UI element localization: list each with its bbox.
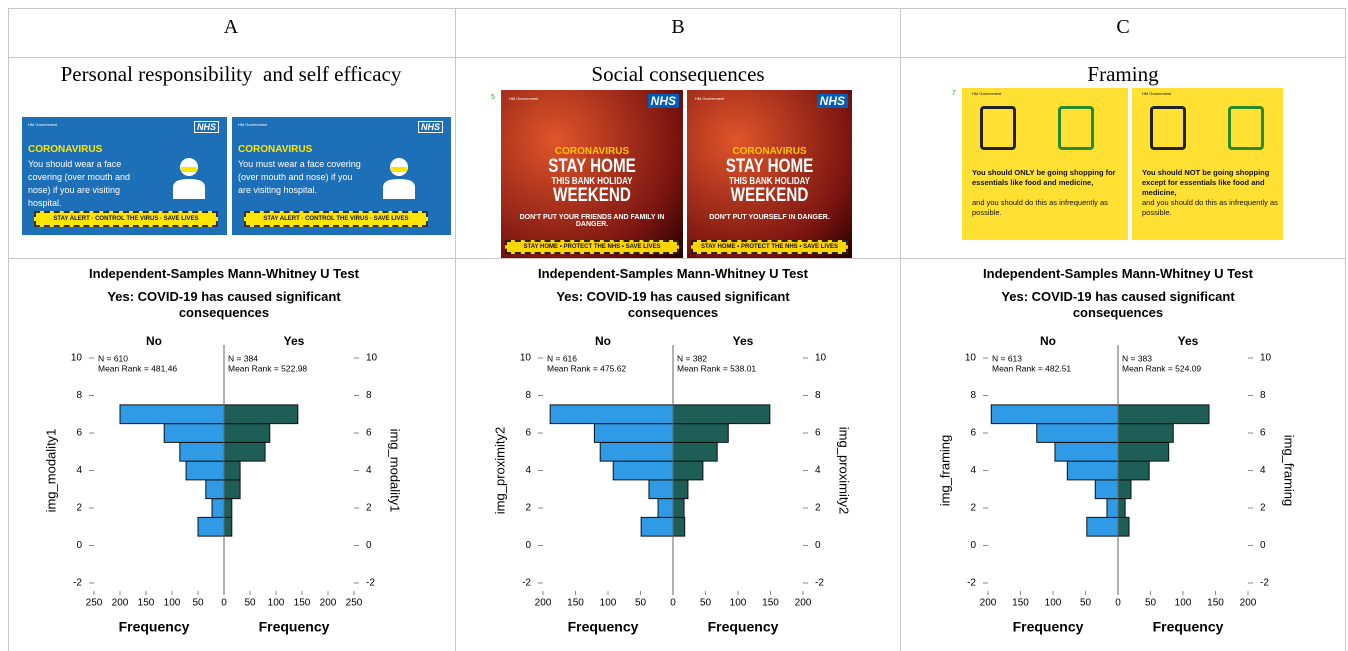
poster-bold: You should NOT be going shopping except … [1142,168,1283,198]
poster-footer: STAY ALERT · CONTROL THE VIRUS · SAVE LI… [244,211,428,227]
poster-bold: You should ONLY be going shopping for es… [972,168,1122,188]
panel-letter: C [900,16,1346,39]
poster-org: HM Government [972,91,1001,96]
poster-title: CORONAVIRUS [238,144,312,155]
panel: C Framing 7 HM Government You should ONLY be… [900,8,1346,651]
poster-text: and you should do this as infrequently a… [1142,198,1283,218]
poster-text: You must wear a face covering (over mout… [238,158,363,197]
panel-number: 7 [952,90,956,97]
poster-org: HM Government [509,96,538,101]
poster-title: CORONAVIRUS [28,144,102,155]
panel-heading: Framing [900,62,1346,87]
panel-letter: A [8,16,454,39]
poster-text: DON'T PUT YOURSELF IN DANGER. [695,214,844,221]
panel-heading: Social consequences [455,62,901,87]
icon [1058,106,1094,150]
icon [167,155,211,199]
poster-text: and you should do this as infrequently a… [972,198,1122,218]
poster-logo: NHS [817,94,848,108]
poster-org: HM Government [695,96,724,101]
poster-org: HM Government [1142,91,1171,96]
poster-footer: STAY HOME • PROTECT THE NHS • SAVE LIVES [691,240,848,254]
poster-line: STAY HOME [519,158,665,176]
poster-footer: STAY HOME • PROTECT THE NHS • SAVE LIVES [505,240,679,254]
panel-number: 5 [491,94,495,101]
poster: HM Government You should NOT be going sho… [1132,88,1283,240]
poster-org: HM Government [28,122,57,127]
poster-line: STAY HOME [704,158,836,176]
poster-headline: STAY HOMETHIS BANK HOLIDAYWEEKEND [519,158,665,205]
poster-logo: NHS [418,121,443,133]
icon [1228,106,1264,150]
poster: HM Government You should ONLY be going sh… [962,88,1128,240]
poster: HM Government NHS CORONAVIRUS You must wear… [232,117,451,235]
poster-line: WEEKEND [704,187,836,205]
icon [980,106,1016,150]
poster-org: HM Government [238,122,267,127]
panel: A Personal responsibility and self effica… [8,8,454,651]
poster-logo: NHS [194,121,219,133]
icon [377,155,421,199]
poster-logo: NHS [648,94,679,108]
figure: Independent-Samples Mann-Whitney U Test … [0,0,1348,651]
panel-heading: Personal responsibility and self efficac… [8,62,454,87]
poster-footer: STAY ALERT · CONTROL THE VIRUS · SAVE LI… [34,211,218,227]
poster-headline: STAY HOMETHIS BANK HOLIDAYWEEKEND [704,158,836,205]
poster-text: You should wear a face covering (over mo… [28,158,153,210]
panel-letter: B [455,16,901,39]
poster: HM Government NHS CORONAVIRUS You should we… [22,117,227,235]
poster: HM GovernmentNHSCORONAVIRUSSTAY HOMETHIS… [687,90,852,258]
poster-line: WEEKEND [519,187,665,205]
poster-text: DON'T PUT YOUR FRIENDS AND FAMILY IN DAN… [509,214,675,228]
icon [1150,106,1186,150]
